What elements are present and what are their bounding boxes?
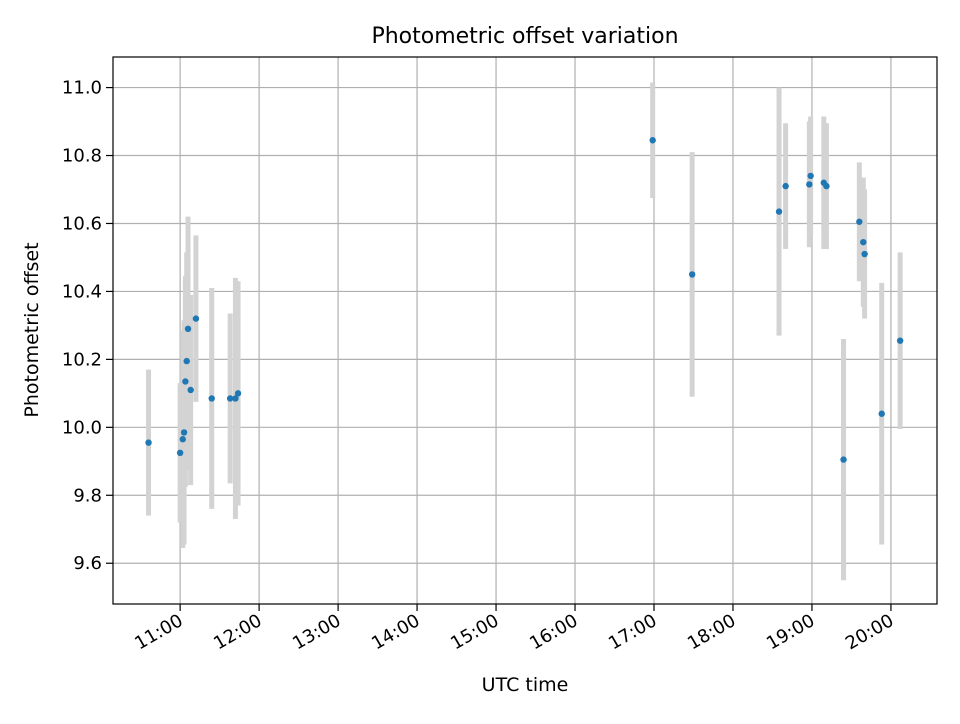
data-point — [179, 436, 186, 443]
data-point — [649, 137, 656, 144]
data-point — [807, 172, 814, 180]
data-point — [145, 439, 152, 446]
chart-title: Photometric offset variation — [371, 24, 678, 49]
grid — [113, 57, 937, 604]
data-point — [182, 378, 189, 385]
data-point — [232, 395, 239, 402]
data-point — [688, 271, 696, 278]
data-point — [840, 456, 847, 463]
data-point — [856, 218, 863, 225]
x-axis-label: UTC time — [482, 674, 569, 696]
y-tick-label: 10.0 — [62, 417, 102, 438]
data-point — [775, 208, 783, 215]
axes-frame — [112, 56, 938, 605]
data-point — [861, 250, 868, 258]
data-point — [208, 395, 215, 402]
data-point — [192, 315, 200, 322]
y-tick-label: 10.4 — [62, 281, 102, 302]
data-point — [806, 181, 813, 188]
data-point — [183, 357, 190, 365]
y-tick-label: 10.6 — [62, 213, 102, 234]
data-point — [187, 386, 194, 394]
y-tick-label: 10.2 — [62, 349, 102, 370]
y-tick-label: 10.8 — [62, 146, 102, 167]
data-point — [226, 395, 234, 402]
y-tick-label: 11.0 — [62, 78, 102, 99]
data-point — [823, 182, 830, 190]
data-point — [860, 238, 867, 246]
data-point — [180, 429, 188, 436]
data-point — [176, 449, 184, 457]
data-points — [145, 137, 904, 463]
data-point — [878, 410, 885, 417]
data-point — [896, 337, 904, 344]
data-point — [184, 325, 192, 333]
data-point — [234, 390, 242, 397]
y-axis-label: Photometric offset — [21, 242, 43, 417]
y-tick-label: 9.8 — [73, 485, 102, 506]
data-point — [782, 182, 789, 190]
y-tick-label: 9.6 — [73, 553, 102, 574]
